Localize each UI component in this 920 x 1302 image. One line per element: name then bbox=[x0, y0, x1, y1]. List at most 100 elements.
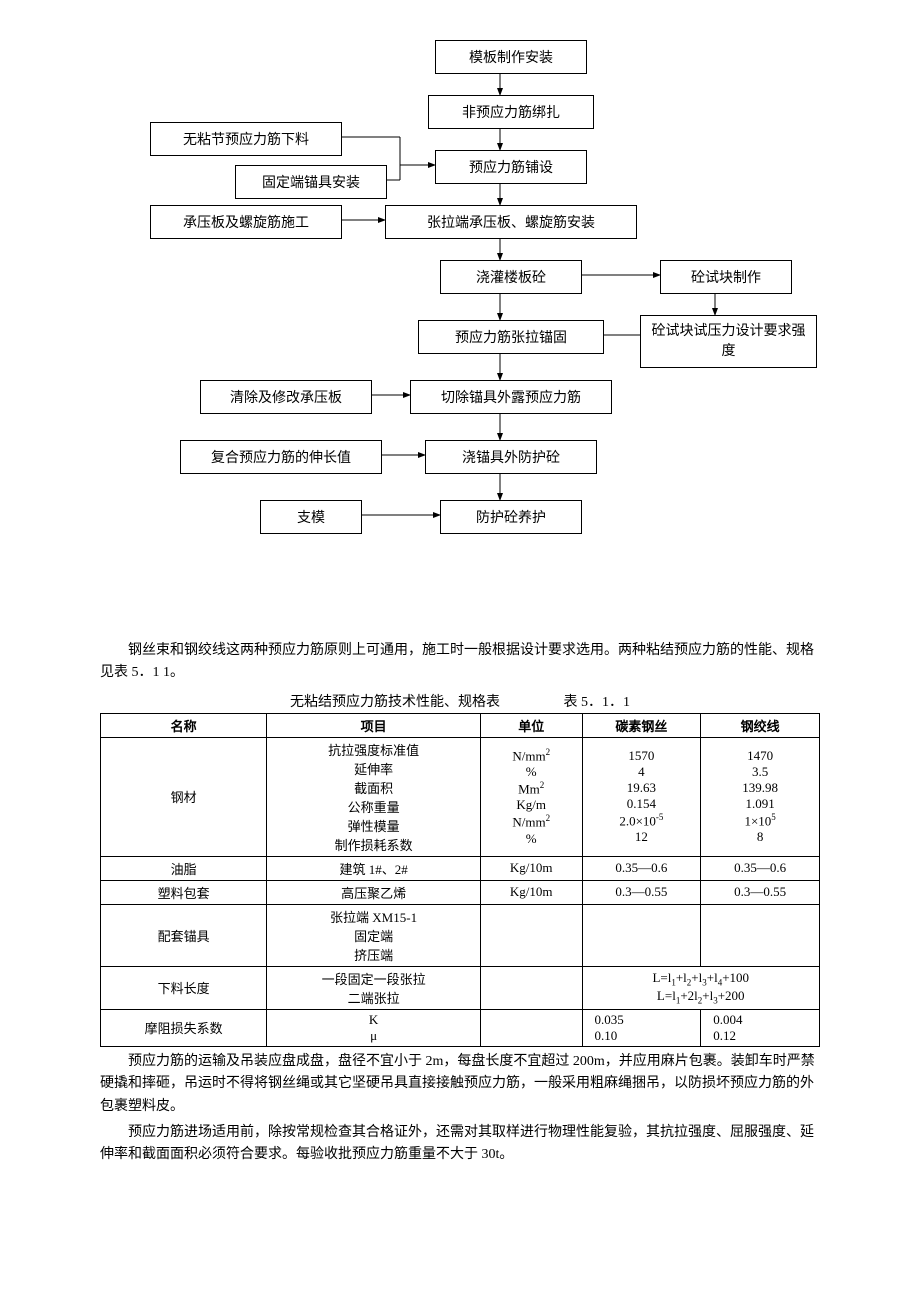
ai1: 固定端 bbox=[273, 926, 474, 945]
cell-friction-strand: 0.004 0.12 bbox=[701, 1009, 820, 1046]
cell-friction-items: K μ bbox=[267, 1009, 481, 1046]
flow-node-s3: 承压板及螺旋筋施工 bbox=[150, 205, 342, 239]
fn: 摩阻损失系数 bbox=[107, 1018, 260, 1037]
si1: 延伸率 bbox=[273, 759, 474, 778]
su4: N/mm2 bbox=[487, 813, 576, 830]
flow-node-n9: 防护砼养护 bbox=[440, 500, 582, 534]
sc4: 2.0×10-5 bbox=[589, 812, 695, 829]
fs1: 0.12 bbox=[713, 1028, 813, 1044]
fc1: 0.10 bbox=[595, 1028, 695, 1044]
ci0: 一段固定一段张拉 bbox=[273, 969, 474, 988]
cell bbox=[480, 904, 582, 966]
th-unit: 单位 bbox=[480, 713, 582, 737]
table-row: 下料长度 一段固定一段张拉 二端张拉 L=l1+l2+l3+l4+100 L=l… bbox=[101, 966, 820, 1009]
table-number: 表 5．1．1 bbox=[564, 691, 631, 711]
cell bbox=[480, 966, 582, 1009]
ss0: 1470 bbox=[707, 748, 813, 764]
cell-steel-units: N/mm2 % Mm2 Kg/m N/mm2 % bbox=[480, 737, 582, 856]
cell: 下料长度 bbox=[101, 966, 267, 1009]
cell: 0.35—0.6 bbox=[701, 856, 820, 880]
fi0: K bbox=[273, 1012, 474, 1028]
table-row: 摩阻损失系数 K μ 0.035 0.10 0.004 0.12 bbox=[101, 1009, 820, 1046]
ss4: 1×105 bbox=[707, 812, 813, 829]
flow-node-n4: 张拉端承压板、螺旋筋安装 bbox=[385, 205, 637, 239]
cell: Kg/10m bbox=[480, 880, 582, 904]
flow-node-s2: 固定端锚具安装 bbox=[235, 165, 387, 199]
table-title: 无粘结预应力筋技术性能、规格表 表 5．1．1 bbox=[100, 691, 820, 711]
cf1: L=l1+2l2+l3+200 bbox=[589, 988, 814, 1006]
flow-node-r1: 砼试块制作 bbox=[660, 260, 792, 294]
table-row: 配套锚具 张拉端 XM15-1 固定端 挤压端 bbox=[101, 904, 820, 966]
flow-node-n5: 浇灌楼板砼 bbox=[440, 260, 582, 294]
ai0: 张拉端 XM15-1 bbox=[273, 907, 474, 926]
flow-node-n7: 切除锚具外露预应力筋 bbox=[410, 380, 612, 414]
flowchart: 模板制作安装非预应力筋绑扎预应力筋铺设张拉端承压板、螺旋筋安装浇灌楼板砼预应力筋… bbox=[100, 40, 820, 630]
su2: Mm2 bbox=[487, 780, 576, 797]
flow-node-s6: 支模 bbox=[260, 500, 362, 534]
sc1: 4 bbox=[589, 764, 695, 780]
si4: 弹性模量 bbox=[273, 816, 474, 835]
flow-node-n6: 预应力筋张拉锚固 bbox=[418, 320, 604, 354]
th-strand: 钢绞线 bbox=[701, 713, 820, 737]
th-carbon: 碳素钢丝 bbox=[582, 713, 701, 737]
ci1: 二端张拉 bbox=[273, 988, 474, 1007]
cell-friction-carbon: 0.035 0.10 bbox=[582, 1009, 701, 1046]
flow-node-n1: 模板制作安装 bbox=[435, 40, 587, 74]
ai2: 挤压端 bbox=[273, 945, 474, 964]
table-row: 塑料包套 高压聚乙烯 Kg/10m 0.3—0.55 0.3—0.55 bbox=[101, 880, 820, 904]
flow-node-s1: 无粘节预应力筋下料 bbox=[150, 122, 342, 156]
sc3: 0.154 bbox=[589, 796, 695, 812]
table-row: 钢材 抗拉强度标准值 延伸率 截面积 公称重量 弹性模量 制作损耗系数 N/mm… bbox=[101, 737, 820, 856]
si0: 抗拉强度标准值 bbox=[273, 740, 474, 759]
cell-friction-name: 摩阻损失系数 bbox=[101, 1009, 267, 1046]
su5: % bbox=[487, 831, 576, 847]
cell: 0.35—0.6 bbox=[582, 856, 701, 880]
su1: % bbox=[487, 764, 576, 780]
cell: 油脂 bbox=[101, 856, 267, 880]
cell bbox=[582, 904, 701, 966]
su0: N/mm2 bbox=[487, 747, 576, 764]
fi1: μ bbox=[273, 1028, 474, 1044]
ss3: 1.091 bbox=[707, 796, 813, 812]
th-item: 项目 bbox=[267, 713, 481, 737]
paragraph-3: 预应力筋进场适用前，除按常规检查其合格证外，还需对其取样进行物理性能复验，其抗拉… bbox=[100, 1122, 820, 1167]
cell: 高压聚乙烯 bbox=[267, 880, 481, 904]
paragraph-2: 预应力筋的运输及吊装应盘成盘，盘径不宜小于 2m，每盘长度不宜超过 200m，并… bbox=[100, 1051, 820, 1118]
si3: 公称重量 bbox=[273, 797, 474, 816]
flow-node-s5: 复合预应力筋的伸长值 bbox=[180, 440, 382, 474]
ss2: 139.98 bbox=[707, 780, 813, 796]
cell: 塑料包套 bbox=[101, 880, 267, 904]
sc2: 19.63 bbox=[589, 780, 695, 796]
cf0: L=l1+l2+l3+l4+100 bbox=[589, 970, 814, 988]
cell-anchor-items: 张拉端 XM15-1 固定端 挤压端 bbox=[267, 904, 481, 966]
spec-table: 名称 项目 单位 碳素钢丝 钢绞线 钢材 抗拉强度标准值 延伸率 截面积 公称重… bbox=[100, 713, 820, 1047]
su3: Kg/m bbox=[487, 797, 576, 813]
fs0: 0.004 bbox=[713, 1012, 813, 1028]
ss1: 3.5 bbox=[707, 764, 813, 780]
flow-node-n3: 预应力筋铺设 bbox=[435, 150, 587, 184]
si5: 制作损耗系数 bbox=[273, 835, 474, 854]
sc0: 1570 bbox=[589, 748, 695, 764]
si2: 截面积 bbox=[273, 778, 474, 797]
cell-cutlen-items: 一段固定一段张拉 二端张拉 bbox=[267, 966, 481, 1009]
paragraph-intro: 钢丝束和钢绞线这两种预应力筋原则上可通用，施工时一般根据设计要求选用。两种粘结预… bbox=[100, 640, 820, 685]
cell: 0.3—0.55 bbox=[701, 880, 820, 904]
table-name: 无粘结预应力筋技术性能、规格表 bbox=[290, 691, 500, 711]
table-row: 油脂 建筑 1#、2# Kg/10m 0.35—0.6 0.35—0.6 bbox=[101, 856, 820, 880]
cell-steel-strand: 1470 3.5 139.98 1.091 1×105 8 bbox=[701, 737, 820, 856]
flow-node-r2: 砼试块试压力设计要求强度 bbox=[640, 315, 817, 368]
cell-steel-items: 抗拉强度标准值 延伸率 截面积 公称重量 弹性模量 制作损耗系数 bbox=[267, 737, 481, 856]
cell bbox=[480, 1009, 582, 1046]
cell bbox=[701, 904, 820, 966]
ss5: 8 bbox=[707, 829, 813, 845]
cell: Kg/10m bbox=[480, 856, 582, 880]
cell-steel-name: 钢材 bbox=[101, 737, 267, 856]
flow-node-n8: 浇锚具外防护砼 bbox=[425, 440, 597, 474]
th-name: 名称 bbox=[101, 713, 267, 737]
cell-steel-carbon: 1570 4 19.63 0.154 2.0×10-5 12 bbox=[582, 737, 701, 856]
sc5: 12 bbox=[589, 829, 695, 845]
cell: 0.3—0.55 bbox=[582, 880, 701, 904]
cell: 配套锚具 bbox=[101, 904, 267, 966]
flow-node-s4: 清除及修改承压板 bbox=[200, 380, 372, 414]
flow-node-n2: 非预应力筋绑扎 bbox=[428, 95, 594, 129]
